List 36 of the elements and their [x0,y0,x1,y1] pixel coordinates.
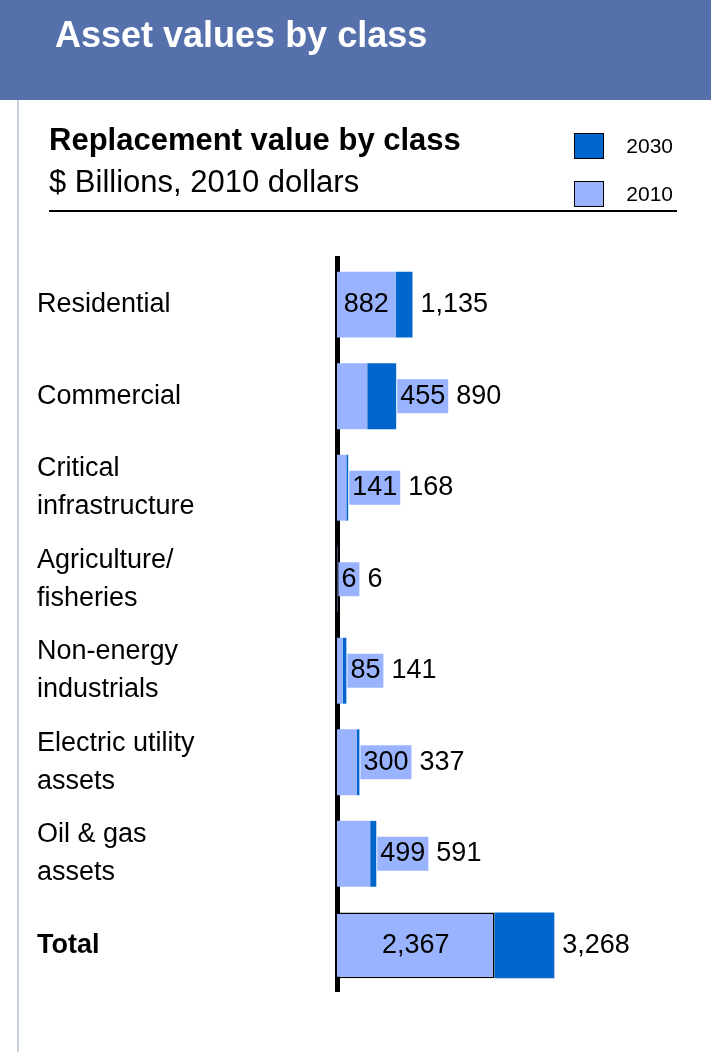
bar [337,363,368,430]
legend-label: 2030 [626,134,673,158]
data-label: 6 [367,562,383,593]
data-label: 2,367 [381,928,450,959]
y-tick-label: Non-energy industrials [37,635,179,704]
y-tick-label: Critical infrastructure [37,452,195,521]
legend-label: 2010 [626,182,673,206]
data-label: 300 [363,745,409,776]
data-label: 499 [380,837,426,868]
bar [337,820,371,887]
total-label: 168 [408,471,454,502]
total-label: 591 [436,837,482,868]
y-tick-label: Residential [37,288,171,319]
total-label: 1,135 [420,288,489,319]
chart-subtitle: Replacement value by class [49,122,461,158]
y-tick-label: Commercial [37,379,182,410]
y-tick-label: Agriculture/ fisheries [37,543,175,612]
data-label: 882 [343,288,389,319]
bar [395,271,413,338]
bar [370,820,377,887]
y-tick-label: Electric utility assets [37,726,196,795]
bar [337,729,357,796]
y-tick-label: Total [37,928,100,959]
data-label: 455 [400,379,446,410]
data-label: 85 [350,654,381,685]
data-label: 141 [352,471,398,502]
bar [494,912,555,979]
bar [337,637,343,704]
total-label: 337 [419,745,465,776]
chart-title: Asset values by class [0,0,711,100]
total-label: 6 [341,562,357,593]
x-axis-title: $ Billions, 2010 dollars [49,164,360,200]
total-label: 3,268 [562,928,630,959]
y-tick-label: Oil & gas assets [37,818,147,887]
total-label: 141 [391,654,437,685]
total-label: 890 [456,379,502,410]
